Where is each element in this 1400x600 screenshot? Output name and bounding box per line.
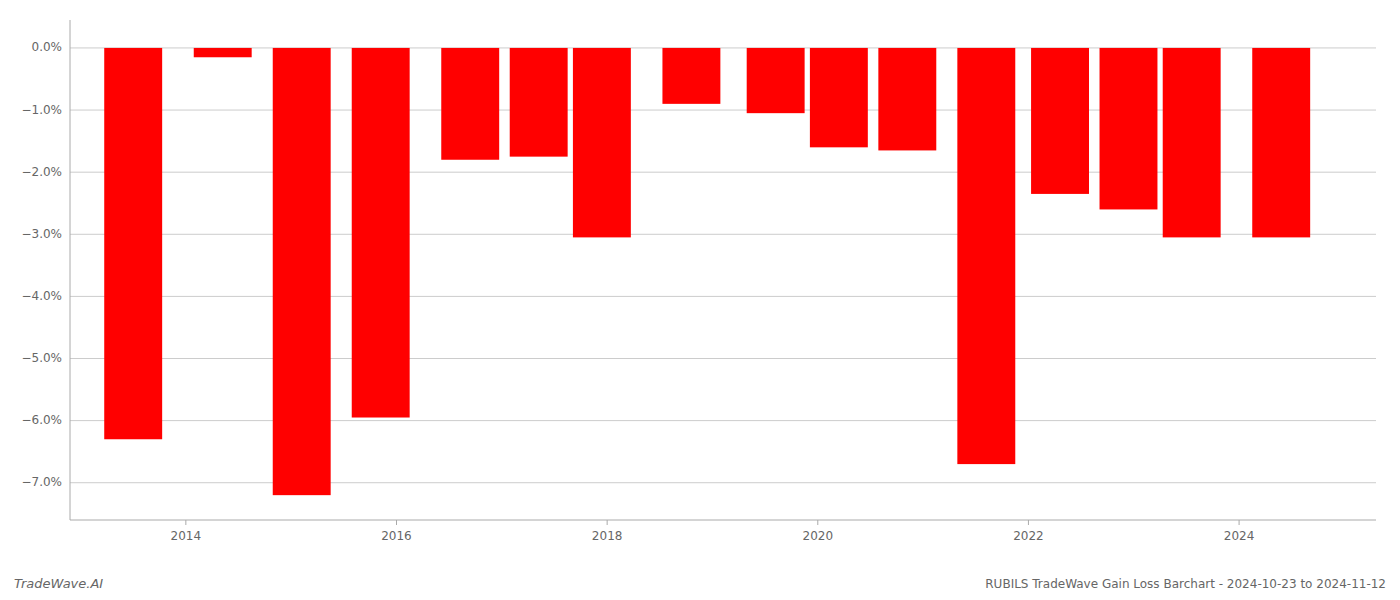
y-tick-label: 0.0% <box>32 40 63 54</box>
x-tick <box>185 520 186 525</box>
bar <box>662 48 720 104</box>
footer-left: TradeWave.AI <box>14 576 103 591</box>
x-tick-label: 2020 <box>803 529 834 543</box>
x-tick-label: 2016 <box>381 529 412 543</box>
x-tick <box>607 520 608 525</box>
grid-line <box>70 296 1376 297</box>
bar <box>1100 48 1158 209</box>
bars <box>104 48 1310 495</box>
y-tick-label: −3.0% <box>21 227 62 241</box>
bar <box>573 48 631 237</box>
bar <box>1031 48 1089 194</box>
x-tick-label: 2014 <box>171 529 202 543</box>
grid-line <box>70 358 1376 359</box>
y-tick-label: −7.0% <box>21 475 62 489</box>
x-tick <box>1239 520 1240 525</box>
y-tick-label: −6.0% <box>21 413 62 427</box>
bar <box>1252 48 1310 237</box>
bar <box>510 48 568 157</box>
y-tick-label: −4.0% <box>21 289 62 303</box>
axes <box>70 20 1376 525</box>
x-tick <box>817 520 818 525</box>
title: RUBILS TradeWave Gain Loss Barchart - 20… <box>985 577 1386 591</box>
bar <box>957 48 1015 464</box>
x-tick <box>396 520 397 525</box>
grid-line <box>70 420 1376 421</box>
grid <box>70 48 1376 483</box>
chart: 0.0% −1.0% −2.0% −3.0% −4.0% −5.0% −6.0% −7.0% 2… <box>0 0 1400 600</box>
bar <box>194 48 252 57</box>
bar <box>810 48 868 147</box>
grid-line <box>70 482 1376 483</box>
y-tick-label: −2.0% <box>21 165 62 179</box>
bar <box>1163 48 1221 237</box>
x-tick-label: 2024 <box>1224 529 1255 543</box>
bar <box>273 48 331 495</box>
bar <box>747 48 805 113</box>
x-axis-line <box>70 520 1376 521</box>
y-tick-label: −5.0% <box>21 351 62 365</box>
texts: 0.0% −1.0% −2.0% −3.0% −4.0% −5.0% −6.0% −7.0% 2… <box>14 40 1386 591</box>
x-tick-label: 2018 <box>592 529 623 543</box>
bar <box>878 48 936 150</box>
y-axis-line <box>70 20 71 520</box>
bar <box>104 48 162 439</box>
x-tick-label: 2022 <box>1013 529 1044 543</box>
bar <box>352 48 410 418</box>
bar <box>441 48 499 160</box>
x-tick <box>1028 520 1029 525</box>
y-tick-label: −1.0% <box>21 103 62 117</box>
